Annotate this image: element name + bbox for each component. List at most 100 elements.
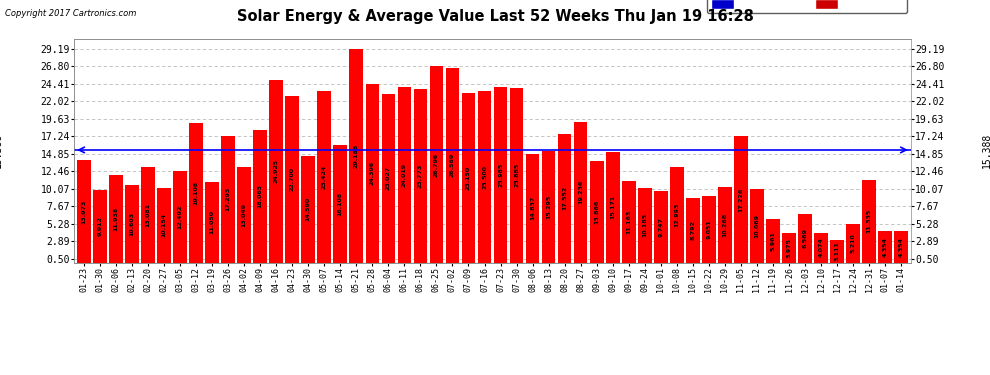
Bar xyxy=(173,171,187,262)
Text: 15.388: 15.388 xyxy=(982,132,990,168)
Bar xyxy=(238,167,250,262)
Text: 19.108: 19.108 xyxy=(194,180,199,205)
Text: 3.975: 3.975 xyxy=(786,238,791,258)
Text: 10.154: 10.154 xyxy=(161,213,166,237)
Bar xyxy=(606,152,620,262)
Bar xyxy=(798,214,812,262)
Bar xyxy=(862,180,876,262)
Text: 13.866: 13.866 xyxy=(594,200,599,224)
Text: 15.171: 15.171 xyxy=(610,195,615,219)
Text: 23.150: 23.150 xyxy=(466,166,471,190)
Text: 17.293: 17.293 xyxy=(226,187,231,211)
Text: 10.603: 10.603 xyxy=(130,212,135,236)
Text: 24.925: 24.925 xyxy=(273,159,278,183)
Bar xyxy=(285,96,299,262)
Bar xyxy=(301,156,315,262)
Bar xyxy=(222,136,235,262)
Bar xyxy=(766,219,780,262)
Bar xyxy=(398,87,411,262)
Text: 12.993: 12.993 xyxy=(674,203,679,227)
Bar xyxy=(334,145,347,262)
Bar xyxy=(478,91,491,262)
Bar xyxy=(702,196,716,262)
Text: 23.500: 23.500 xyxy=(482,165,487,189)
Text: 22.700: 22.700 xyxy=(290,168,295,192)
Bar xyxy=(494,87,507,262)
Text: 15.295: 15.295 xyxy=(546,194,551,219)
Bar xyxy=(414,88,428,262)
Bar xyxy=(269,80,283,262)
Text: 5.210: 5.210 xyxy=(850,234,855,254)
Text: 13.049: 13.049 xyxy=(242,203,247,227)
Bar xyxy=(782,233,796,262)
Text: 11.163: 11.163 xyxy=(627,210,632,234)
Text: 9.912: 9.912 xyxy=(97,216,102,236)
Bar xyxy=(142,167,154,262)
Bar xyxy=(622,181,636,262)
Text: 11.938: 11.938 xyxy=(114,207,119,231)
Text: 11.335: 11.335 xyxy=(866,209,871,233)
Bar xyxy=(205,182,219,262)
Bar xyxy=(542,151,555,262)
Bar xyxy=(189,123,203,262)
Text: 4.354: 4.354 xyxy=(883,237,888,256)
Bar xyxy=(526,154,540,262)
Bar xyxy=(430,66,444,262)
Text: 8.792: 8.792 xyxy=(690,220,695,240)
Legend: Average  ($), Daily  ($): Average ($), Daily ($) xyxy=(707,0,907,13)
Text: 26.569: 26.569 xyxy=(450,153,455,177)
Text: 12.492: 12.492 xyxy=(177,205,182,229)
Text: 10.185: 10.185 xyxy=(643,213,647,237)
Bar xyxy=(574,122,587,262)
Text: 19.236: 19.236 xyxy=(578,180,583,204)
Text: 5.961: 5.961 xyxy=(770,231,775,251)
Bar xyxy=(686,198,700,262)
Bar xyxy=(750,189,763,262)
Text: 23.424: 23.424 xyxy=(322,165,327,189)
Bar xyxy=(878,231,892,262)
Text: 14.837: 14.837 xyxy=(530,196,535,220)
Text: 6.569: 6.569 xyxy=(803,228,808,248)
Bar xyxy=(381,94,395,262)
Text: 10.069: 10.069 xyxy=(754,214,759,238)
Bar xyxy=(510,88,524,262)
Text: 15.388: 15.388 xyxy=(0,132,3,168)
Text: 3.111: 3.111 xyxy=(835,241,840,261)
Bar xyxy=(590,161,604,262)
Bar xyxy=(654,191,667,262)
Bar xyxy=(93,190,107,262)
Bar xyxy=(831,240,843,262)
Bar xyxy=(894,231,908,262)
Text: 23.027: 23.027 xyxy=(386,166,391,190)
Bar xyxy=(670,168,684,262)
Bar xyxy=(365,84,379,262)
Text: Solar Energy & Average Value Last 52 Weeks Thu Jan 19 16:28: Solar Energy & Average Value Last 52 Wee… xyxy=(237,9,753,24)
Bar xyxy=(349,49,363,262)
Bar xyxy=(846,224,860,262)
Bar xyxy=(125,185,139,262)
Bar xyxy=(735,136,747,262)
Bar xyxy=(461,93,475,262)
Text: 23.773: 23.773 xyxy=(418,164,423,188)
Bar xyxy=(638,188,651,262)
Text: 17.226: 17.226 xyxy=(739,188,743,211)
Text: Copyright 2017 Cartronics.com: Copyright 2017 Cartronics.com xyxy=(5,9,137,18)
Bar xyxy=(77,160,91,262)
Text: 23.985: 23.985 xyxy=(498,163,503,187)
Bar xyxy=(318,91,331,262)
Text: 4.354: 4.354 xyxy=(899,237,904,256)
Bar xyxy=(446,68,459,262)
Bar xyxy=(557,134,571,262)
Text: 29.188: 29.188 xyxy=(353,144,358,168)
Text: 13.973: 13.973 xyxy=(81,199,86,223)
Text: 26.796: 26.796 xyxy=(434,152,439,177)
Text: 16.108: 16.108 xyxy=(338,192,343,216)
Bar xyxy=(109,175,123,262)
Text: 14.590: 14.590 xyxy=(306,197,311,221)
Text: 11.050: 11.050 xyxy=(210,210,215,234)
Text: 9.051: 9.051 xyxy=(707,219,712,239)
Text: 10.268: 10.268 xyxy=(723,213,728,237)
Text: 24.396: 24.396 xyxy=(370,161,375,185)
Text: 23.885: 23.885 xyxy=(514,163,519,187)
Text: 4.074: 4.074 xyxy=(819,238,824,258)
